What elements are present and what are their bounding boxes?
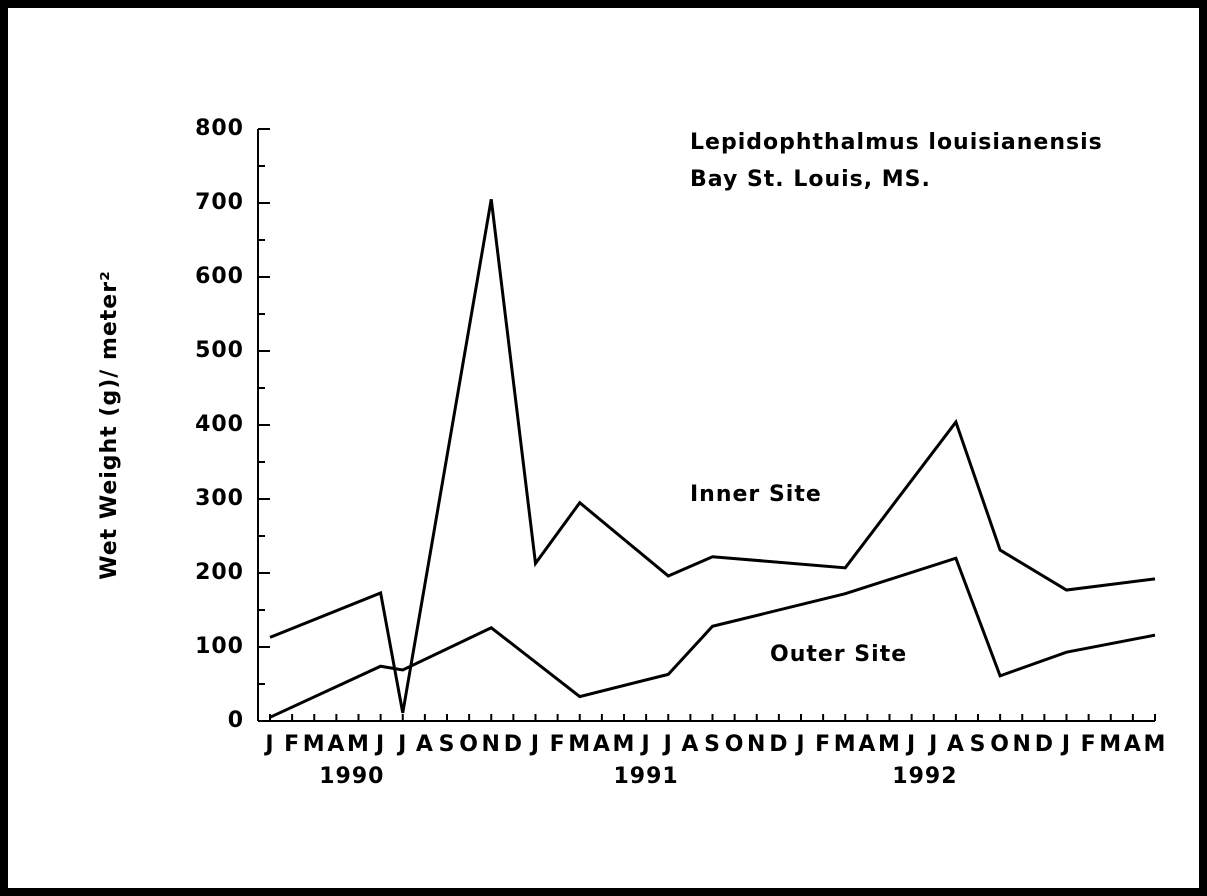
x-tick-label: M xyxy=(613,732,636,757)
x-tick-label: D xyxy=(1035,732,1054,757)
x-tick-label: M xyxy=(303,732,326,757)
x-group-label: 1991 xyxy=(614,764,679,789)
x-tick-label: M xyxy=(568,732,591,757)
y-tick-label: 700 xyxy=(195,190,244,215)
x-tick-label: F xyxy=(1081,732,1097,757)
x-tick-label: A xyxy=(947,732,965,757)
annotation: Bay St. Louis, MS. xyxy=(690,167,931,192)
x-tick-label: O xyxy=(990,732,1010,757)
x-tick-label: J xyxy=(794,732,805,757)
series-label: Inner Site xyxy=(690,482,822,507)
x-tick-label: N xyxy=(747,732,766,757)
y-tick-label: 400 xyxy=(195,412,244,437)
x-tick-label: J xyxy=(640,732,651,757)
x-tick-label: O xyxy=(725,732,745,757)
y-tick-label: 600 xyxy=(195,264,244,289)
x-tick-label: M xyxy=(1144,732,1167,757)
x-tick-label: J xyxy=(263,732,274,757)
x-tick-label: F xyxy=(284,732,300,757)
y-tick-label: 300 xyxy=(195,486,244,511)
x-tick-label: J xyxy=(905,732,916,757)
series-label: Outer Site xyxy=(770,642,907,667)
y-tick-label: 200 xyxy=(195,560,244,585)
series-line xyxy=(269,199,1156,714)
x-tick-label: A xyxy=(1124,732,1142,757)
x-tick-label: J xyxy=(374,732,385,757)
x-tick-label: N xyxy=(1013,732,1032,757)
x-tick-label: O xyxy=(459,732,479,757)
x-group-label: 1990 xyxy=(319,764,384,789)
x-tick-label: A xyxy=(681,732,699,757)
x-tick-label: M xyxy=(878,732,901,757)
x-tick-label: M xyxy=(347,732,370,757)
x-tick-label: N xyxy=(482,732,501,757)
x-tick-label: F xyxy=(815,732,831,757)
x-tick-label: J xyxy=(396,732,407,757)
x-tick-label: J xyxy=(662,732,673,757)
x-tick-label: M xyxy=(1099,732,1122,757)
x-tick-label: A xyxy=(327,732,345,757)
x-tick-label: M xyxy=(834,732,857,757)
x-tick-label: S xyxy=(439,732,456,757)
x-tick-label: J xyxy=(927,732,938,757)
x-tick-label: S xyxy=(704,732,721,757)
x-tick-label: J xyxy=(1060,732,1071,757)
x-tick-label: A xyxy=(593,732,611,757)
x-tick-label: D xyxy=(769,732,788,757)
x-group-label: 1992 xyxy=(892,764,957,789)
series-line xyxy=(269,556,1156,719)
x-tick-label: A xyxy=(858,732,876,757)
y-tick-label: 800 xyxy=(195,116,244,141)
y-tick-label: 100 xyxy=(195,634,244,659)
y-axis-label: Wet Weight (g)/ meter² xyxy=(97,270,122,579)
x-tick-label: F xyxy=(550,732,566,757)
x-tick-label: D xyxy=(504,732,523,757)
x-tick-label: A xyxy=(416,732,434,757)
annotation: Lepidophthalmus louisianensis xyxy=(690,130,1103,155)
y-tick-label: 500 xyxy=(195,338,244,363)
y-tick-label: 0 xyxy=(228,708,244,733)
x-tick-label: S xyxy=(970,732,987,757)
x-tick-label: J xyxy=(529,732,540,757)
